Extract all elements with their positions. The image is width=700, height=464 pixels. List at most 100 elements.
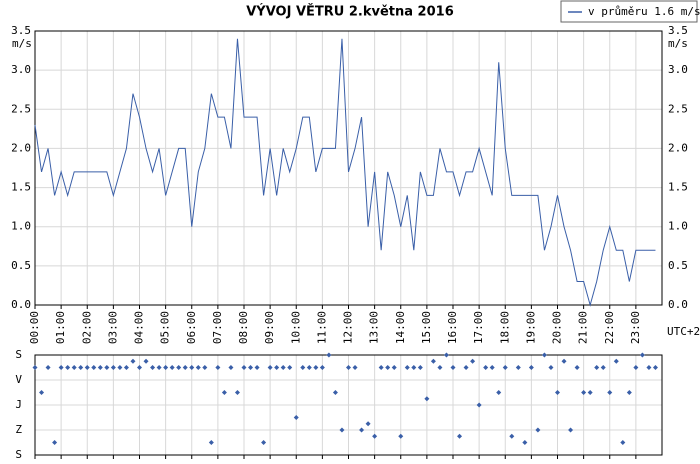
- y-tick-label: 1.5: [11, 181, 31, 194]
- data-point: [646, 365, 652, 370]
- legend-label: v průměru 1.6 m/s: [588, 5, 700, 18]
- data-point: [437, 365, 443, 370]
- chart-title: VÝVOJ VĚTRU 2.května 2016: [246, 4, 454, 20]
- data-point: [84, 365, 90, 370]
- data-point: [594, 365, 600, 370]
- data-point: [346, 365, 351, 370]
- data-point: [176, 365, 182, 370]
- data-point: [130, 358, 136, 364]
- data-line: [34, 38, 656, 307]
- data-point: [430, 358, 436, 364]
- x-tick-label: 14:00: [394, 311, 407, 344]
- data-point: [241, 365, 247, 370]
- y-axis-label: m/s: [12, 37, 32, 50]
- data-point: [280, 365, 286, 370]
- data-point: [404, 365, 410, 370]
- x-tick-label: 06:00: [185, 311, 198, 344]
- x-tick-label: 12:00: [342, 311, 355, 344]
- data-point: [457, 433, 463, 439]
- data-point: [535, 427, 541, 433]
- data-point: [626, 390, 632, 395]
- y-tick-label: 2.0: [11, 141, 31, 154]
- data-point: [91, 365, 97, 370]
- data-point: [613, 358, 619, 364]
- data-point: [267, 365, 273, 370]
- data-point: [555, 390, 560, 395]
- data-point: [104, 365, 110, 370]
- data-point: [78, 365, 84, 370]
- x-tick-label: 02:00: [80, 311, 93, 344]
- x-tick-label: 19:00: [524, 311, 537, 344]
- data-point: [522, 440, 528, 445]
- y-tick-label: 1.5: [668, 181, 688, 194]
- data-point: [182, 365, 188, 370]
- data-point: [261, 440, 267, 445]
- data-point: [306, 365, 312, 370]
- data-point: [568, 427, 574, 433]
- data-point: [163, 365, 169, 370]
- data-point: [208, 440, 214, 445]
- data-point: [97, 365, 103, 370]
- data-point: [228, 365, 234, 370]
- data-point: [110, 365, 116, 370]
- data-point: [365, 421, 371, 427]
- data-point: [411, 365, 417, 370]
- data-point: [548, 365, 554, 370]
- x-tick-label: 01:00: [54, 311, 67, 344]
- data-point: [424, 396, 430, 402]
- data-point: [143, 358, 149, 364]
- legend-box: [560, 0, 698, 23]
- data-point: [652, 365, 658, 370]
- y-tick-label: Z: [15, 423, 22, 436]
- data-point: [313, 365, 319, 370]
- data-point: [339, 427, 345, 433]
- data-point: [45, 365, 51, 370]
- data-point: [515, 365, 521, 370]
- data-point: [620, 440, 626, 445]
- data-point: [470, 358, 476, 364]
- x-tick-label: 10:00: [289, 311, 302, 344]
- y-tick-label: 1.0: [668, 220, 688, 233]
- x-tick-label: 17:00: [472, 311, 485, 344]
- x-axis-label: UTC+2: [667, 325, 700, 338]
- y-tick-label: 3.5: [668, 24, 688, 37]
- x-tick-label: 18:00: [498, 311, 511, 344]
- x-tick-label: 13:00: [368, 311, 381, 344]
- data-point: [385, 365, 391, 370]
- data-point: [202, 365, 208, 370]
- y-tick-label: 1.0: [11, 220, 31, 233]
- data-point: [274, 365, 280, 370]
- data-point: [581, 390, 587, 395]
- x-tick-label: 07:00: [211, 311, 224, 344]
- data-point: [476, 402, 482, 408]
- data-point: [378, 365, 384, 370]
- data-point: [189, 365, 195, 370]
- data-point: [300, 365, 306, 370]
- data-point: [332, 390, 338, 395]
- data-point: [561, 358, 567, 364]
- data-point: [443, 352, 449, 358]
- data-point: [156, 365, 162, 370]
- plot-frame: [34, 30, 663, 306]
- y-tick-label: 2.0: [668, 141, 688, 154]
- data-point: [489, 365, 495, 370]
- data-point: [633, 365, 639, 370]
- data-point: [574, 365, 580, 370]
- y-tick-label: 2.5: [11, 102, 31, 115]
- x-tick-label: 00:00: [28, 311, 41, 344]
- x-tick-label: 23:00: [629, 311, 642, 344]
- data-point: [372, 433, 378, 439]
- x-tick-label: 05:00: [159, 311, 172, 344]
- x-tick-label: 08:00: [237, 311, 250, 344]
- legend: v průměru 1.6 m/s: [560, 0, 700, 23]
- data-point: [221, 390, 227, 395]
- data-point: [398, 433, 404, 439]
- y-tick-label: V: [15, 373, 22, 386]
- data-point: [293, 415, 299, 420]
- y-tick-label: 3.0: [11, 63, 31, 76]
- data-point: [463, 365, 469, 370]
- data-point: [254, 365, 260, 370]
- x-tick-label: 09:00: [263, 311, 276, 344]
- data-point: [150, 365, 156, 370]
